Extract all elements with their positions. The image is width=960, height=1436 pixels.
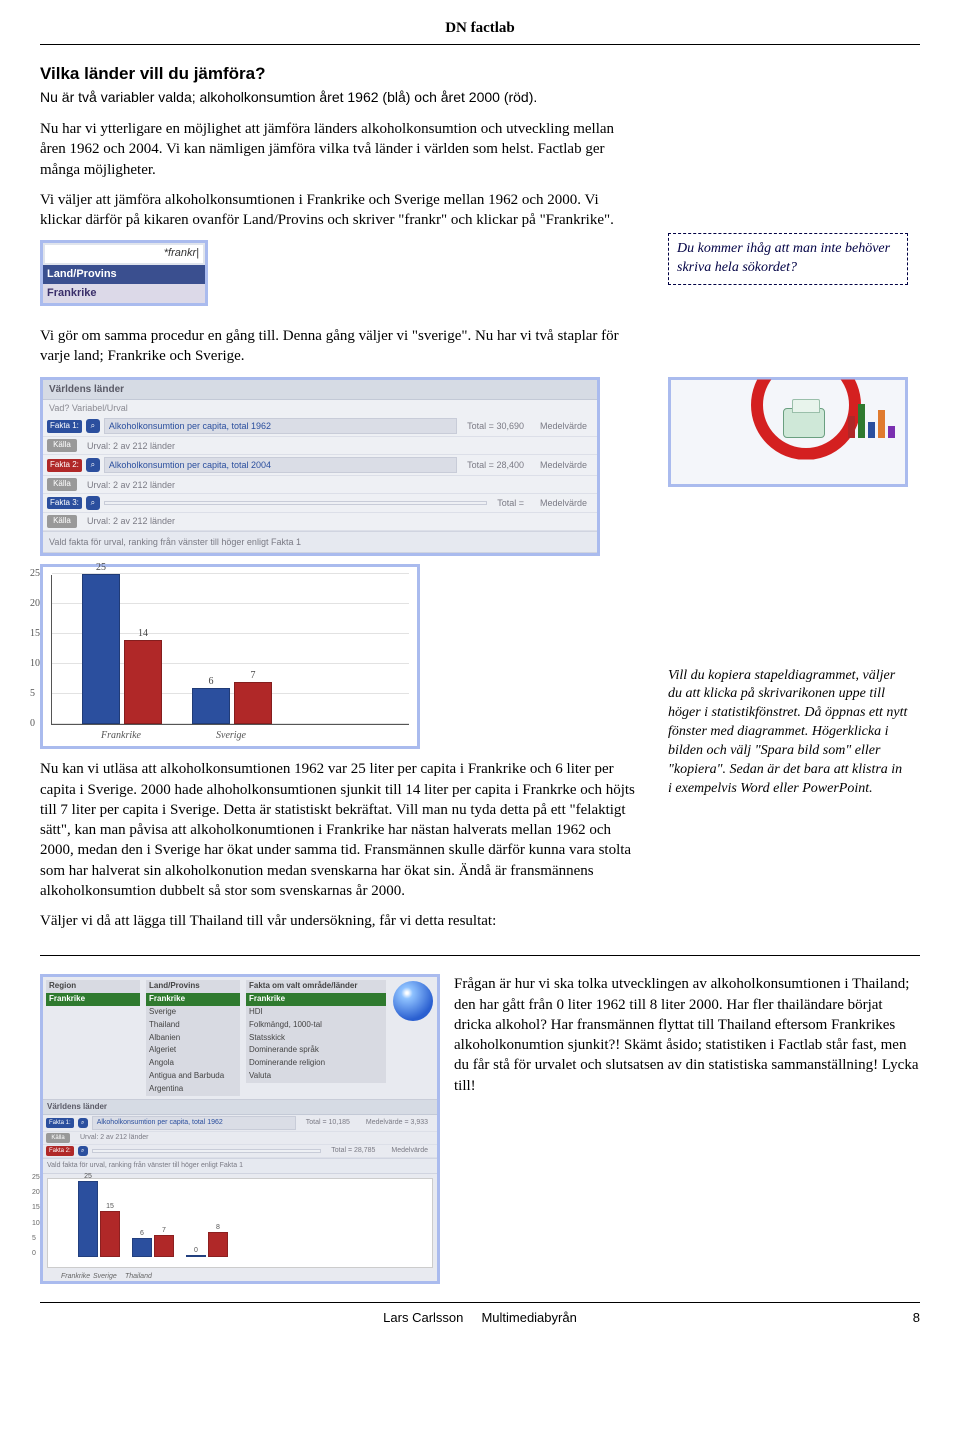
fact-subrow: Källa Urval: 2 av 212 länder [43, 476, 597, 494]
side-tip: Vill du kopiera stapeldiagrammet, väljer… [668, 667, 908, 799]
header-title: DN factlab [40, 18, 920, 44]
col-header: Land/Provins [146, 980, 240, 993]
fact-subrow: Källa Urval: 2 av 212 länder [43, 513, 597, 531]
mini-bars-icon [848, 400, 895, 438]
printer-icon[interactable] [783, 408, 825, 438]
binoculars-icon[interactable]: ⌕ [78, 1146, 88, 1156]
mini-bar-chart: 0510152025 25156708 [47, 1178, 433, 1268]
body-text: Vi gör om samma procedur en gång till. D… [40, 326, 640, 367]
fact-field[interactable]: Alkoholkonsumtion per capita, total 2004 [104, 457, 457, 473]
search-snippet: *frankr| Land/Provins Frankrike [40, 240, 208, 306]
fact-field-empty[interactable] [104, 501, 487, 505]
fact-total: Total = 30,690 [461, 420, 530, 432]
fact-mean: Medelvärde [534, 459, 593, 471]
binoculars-icon[interactable]: ⌕ [86, 496, 100, 510]
fact-mean: Medelvärde [385, 1146, 434, 1155]
binoculars-icon[interactable]: ⌕ [86, 458, 100, 472]
fact-badge: Fakta 2: [46, 1146, 74, 1156]
fact-row: Fakta 3: ⌕ Total = Medelvärde [43, 494, 597, 513]
urval-text: Urval: 2 av 212 länder [81, 440, 181, 452]
result-thumbnail: Region Frankrike Land/Provins Frankrike … [40, 974, 440, 1283]
source-badge: Källa [46, 1133, 70, 1143]
col-header: Region [46, 980, 140, 993]
fact-field[interactable]: Alkoholkonsumtion per capita, total 1962 [104, 418, 457, 434]
page-footer: Lars Carlsson Multimediabyrån 8 [40, 1309, 920, 1327]
callout-tip: Du kommer ihåg att man inte behöver skri… [668, 233, 908, 285]
section-heading: Vilka länder vill du jämföra? [40, 63, 640, 86]
source-badge: Källa [47, 515, 77, 528]
urval-text: Urval: 2 av 212 länder [81, 515, 181, 527]
fact-mean: Medelvärde = 3,933 [360, 1118, 434, 1127]
section-subhead: Nu är två variabler valda; alkoholkonsum… [40, 88, 640, 107]
binoculars-icon[interactable]: ⌕ [78, 1118, 88, 1128]
body-text: Frågan är hur vi ska tolka utvecklingen … [454, 974, 920, 1096]
body-text: Väljer vi då att lägga till Thailand til… [40, 911, 640, 931]
source-badge: Källa [47, 478, 77, 491]
bar-chart: 0510152025251467 FrankrikeSverige [40, 564, 420, 750]
source-badge: Källa [47, 439, 77, 452]
fact-mean: Medelvärde [534, 420, 593, 432]
panel-note: Vald fakta för urval, ranking från vänst… [43, 1158, 437, 1173]
footer-author: Lars Carlsson [383, 1310, 463, 1325]
fact-field: Alkoholkonsumtion per capita, total 1962 [92, 1116, 296, 1129]
fact-total: Total = 28,785 [325, 1146, 381, 1155]
fact-mean: Medelvärde [534, 497, 593, 509]
printer-screenshot [668, 377, 908, 487]
selected-row[interactable]: Frankrike [146, 993, 240, 1006]
body-text: Nu kan vi utläsa att alkoholkonsumtionen… [40, 759, 640, 901]
body-text: Nu har vi ytterligare en möjlighet att j… [40, 119, 640, 180]
fact-badge: Fakta 1: [47, 420, 82, 433]
footer-rule [40, 1302, 920, 1303]
footer-org: Multimediabyrån [481, 1310, 576, 1325]
fact-badge: Fakta 3: [47, 497, 82, 510]
panel-title: Världens länder [43, 1100, 437, 1116]
header-rule [40, 44, 920, 45]
body-text: Vi väljer att jämföra alkoholkonsumtione… [40, 190, 640, 231]
fact-total: Total = 10,185 [300, 1118, 356, 1127]
fact-subrow: Källa Urval: 2 av 212 länder [43, 437, 597, 455]
search-input[interactable]: *frankr| [45, 245, 203, 263]
panel-subtitle: Vad? Variabel/Urval [43, 400, 597, 416]
panel-title: Världens länder [43, 380, 597, 401]
urval-text: Urval: 2 av 212 länder [74, 1133, 154, 1142]
fact-badge: Fakta 2: [47, 459, 82, 472]
divider-rule [40, 955, 920, 956]
fact-total: Total = 28,400 [461, 459, 530, 471]
panel-note: Vald fakta för urval, ranking från vänst… [43, 531, 597, 553]
stats-panel: Världens länder Vad? Variabel/Urval Fakt… [40, 377, 600, 556]
page-number: 8 [913, 1309, 920, 1327]
urval-text: Urval: 2 av 212 länder [81, 479, 181, 491]
fact-row: Fakta 2: ⌕ Alkoholkonsumtion per capita,… [43, 455, 597, 476]
search-header-row: Land/Provins [43, 265, 205, 284]
fact-row: Fakta 1: ⌕ Alkoholkonsumtion per capita,… [43, 416, 597, 437]
fact-badge: Fakta 1: [46, 1118, 74, 1128]
binoculars-icon[interactable]: ⌕ [86, 419, 100, 433]
fact-total: Total = [491, 497, 530, 509]
search-result-row[interactable]: Frankrike [43, 284, 205, 303]
fact-field [92, 1149, 322, 1153]
col-header: Fakta om valt område/länder [246, 980, 386, 993]
globe-icon [393, 981, 433, 1021]
